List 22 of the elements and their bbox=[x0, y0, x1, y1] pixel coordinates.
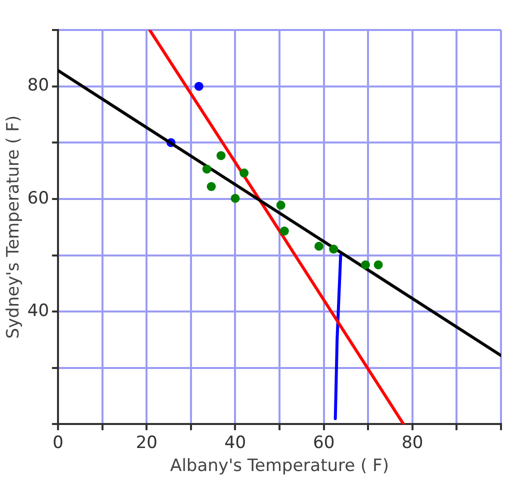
y-tick-label: 80 bbox=[27, 76, 50, 96]
point bbox=[360, 260, 370, 270]
point bbox=[194, 82, 204, 91]
point bbox=[374, 260, 383, 270]
x-axis-title: Albany's Temperature ( F) bbox=[170, 456, 389, 476]
x-tick-label: 40 bbox=[224, 432, 246, 453]
y-axis-title: Sydney's Temperature ( F) bbox=[4, 115, 24, 339]
point bbox=[230, 194, 240, 203]
y-tick-label: 60 bbox=[27, 188, 50, 208]
point bbox=[216, 151, 226, 160]
point bbox=[329, 244, 338, 254]
point bbox=[206, 182, 216, 192]
point bbox=[202, 164, 212, 174]
point bbox=[240, 168, 249, 178]
point bbox=[276, 200, 286, 210]
y-tick-label: 40 bbox=[27, 300, 50, 321]
point bbox=[314, 242, 324, 251]
x-tick-label: 80 bbox=[402, 432, 424, 453]
point bbox=[280, 226, 289, 236]
x-tick-label: 60 bbox=[312, 432, 335, 453]
x-tick-label: 0 bbox=[52, 432, 64, 453]
x-tick-label: 20 bbox=[136, 432, 158, 453]
